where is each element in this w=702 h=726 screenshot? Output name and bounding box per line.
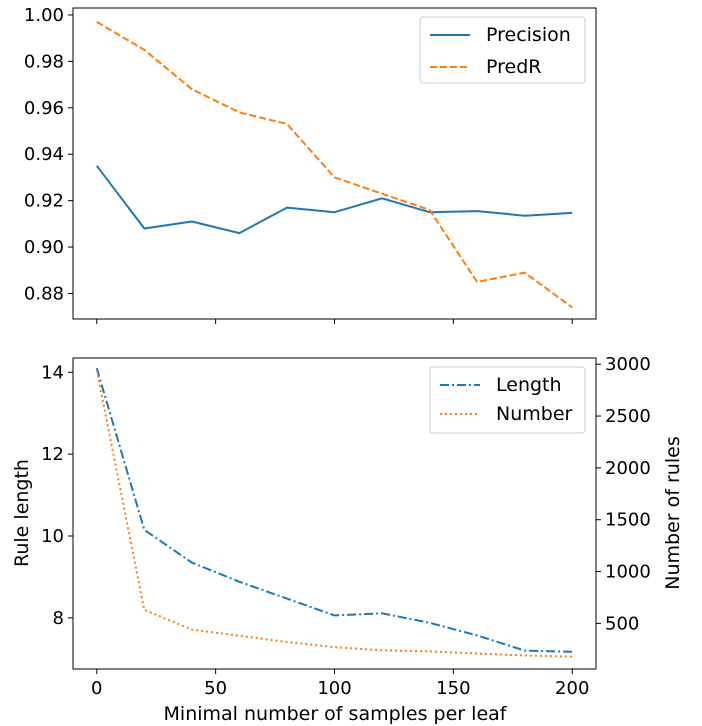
- x-tick-label: 100: [317, 678, 351, 699]
- rule-length-number-panel: 8 10 12 14 500 1000 1500 2000 2500 3000 0 50 100 15…: [11, 354, 684, 725]
- right-y-tick-label: 3000: [605, 354, 651, 375]
- bottom-legend-box: [429, 366, 586, 434]
- legend-number-label: Number: [496, 403, 573, 425]
- legend-predr-label: PredR: [486, 56, 541, 78]
- precision-predr-panel: 0.88 0.90 0.92 0.94 0.96 0.98 1.00 Precision P…: [24, 5, 597, 324]
- bottom-right-y-ticks: 500 1000 1500 2000 2500 3000: [596, 354, 651, 634]
- y-tick-label: 0.98: [24, 51, 64, 72]
- right-y-tick-label: 2000: [605, 458, 651, 479]
- top-legend: Precision PredR: [419, 16, 586, 84]
- left-y-tick-label: 12: [41, 444, 64, 465]
- right-y-tick-label: 500: [605, 613, 639, 634]
- right-y-tick-label: 1000: [605, 562, 651, 583]
- top-x-ticks: [96, 319, 573, 324]
- y-tick-label: 0.90: [24, 237, 64, 258]
- bottom-left-y-ticks: 8 10 12 14: [41, 362, 73, 629]
- x-tick-label: 150: [436, 678, 470, 699]
- x-tick-label: 50: [204, 678, 227, 699]
- left-y-tick-label: 10: [41, 526, 64, 547]
- x-tick-label: 0: [91, 678, 102, 699]
- bottom-legend: Length Number: [429, 366, 586, 434]
- bottom-series-lines: [95, 367, 573, 658]
- x-tick-label: 200: [555, 678, 589, 699]
- legend-length-label: Length: [496, 374, 562, 396]
- y-tick-label: 0.88: [24, 283, 64, 304]
- top-series-lines: [96, 21, 573, 309]
- bottom-x-ticks: 0 50 100 150 200: [91, 669, 589, 699]
- left-y-tick-label: 8: [53, 608, 64, 629]
- left-y-tick-label: 14: [41, 362, 64, 383]
- series-line-precision: [96, 165, 573, 235]
- series-line-length: [95, 367, 573, 653]
- y-tick-label: 1.00: [24, 5, 64, 26]
- y-tick-label: 0.92: [24, 191, 64, 212]
- legend-precision-label: Precision: [486, 24, 571, 46]
- right-y-axis-label: Number of rules: [662, 436, 684, 589]
- x-axis-label: Minimal number of samples per leaf: [164, 703, 508, 725]
- y-tick-label: 0.94: [24, 144, 64, 165]
- right-y-tick-label: 1500: [605, 510, 651, 531]
- left-y-axis-label: Rule length: [11, 459, 33, 567]
- top-y-ticks: 0.88 0.90 0.92 0.94 0.96 0.98 1.00: [24, 5, 73, 304]
- y-tick-label: 0.96: [24, 98, 64, 119]
- series-line-predr: [96, 21, 573, 309]
- right-y-tick-label: 2500: [605, 406, 651, 427]
